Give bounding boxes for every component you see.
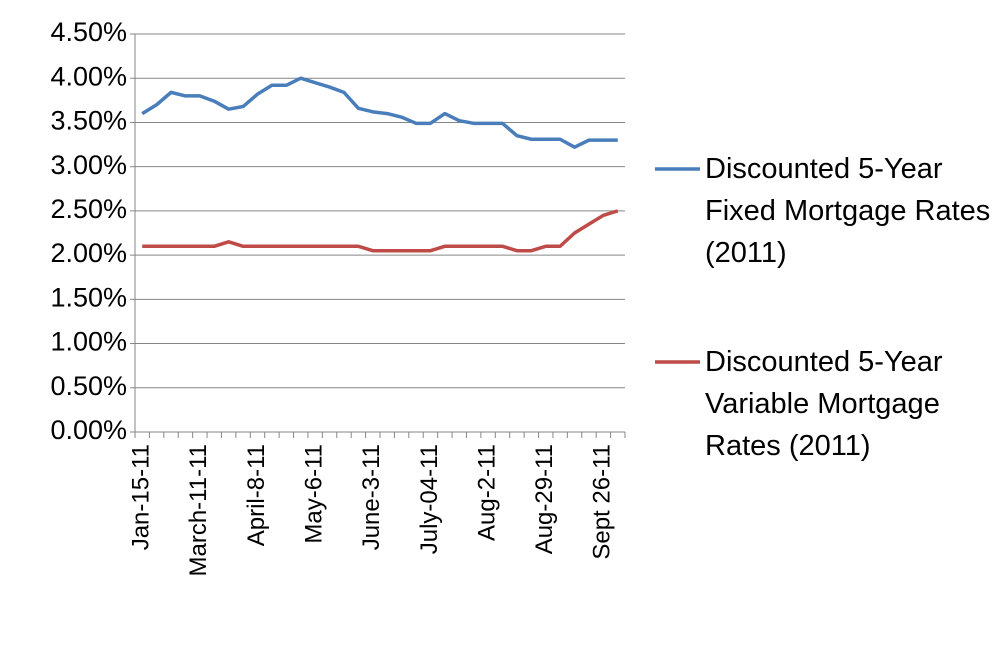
x-tick-label: Aug-29-11	[531, 444, 558, 554]
x-tick-label: March-11-11	[185, 444, 212, 577]
x-tick-label: May-6-11	[300, 444, 327, 544]
y-tick-label: 3.00%	[50, 150, 127, 180]
y-tick-label: 2.00%	[50, 238, 127, 268]
x-tick-label: April-8-11	[243, 444, 270, 546]
y-tick-label: 3.50%	[50, 106, 127, 136]
y-tick-label: 1.50%	[50, 282, 127, 312]
y-tick-label: 4.50%	[50, 17, 127, 47]
legend-label: Discounted 5-Year Fixed Mortgage Rates (…	[705, 153, 991, 269]
x-tick-label: Aug-2-11	[473, 444, 500, 541]
y-tick-label: 0.50%	[50, 371, 127, 401]
x-tick-label: Jan-15-11	[128, 444, 155, 550]
y-tick-label: 2.50%	[50, 194, 127, 224]
series-line	[142, 209, 619, 253]
x-tick-label: June-3-11	[358, 444, 385, 550]
y-tick-label: 0.00%	[50, 415, 127, 445]
x-tick-label: July-04-11	[416, 444, 443, 554]
y-tick-label: 4.00%	[50, 61, 127, 91]
y-tick-label: 1.00%	[50, 327, 127, 357]
legend-label: Discounted 5-Year Variable Mortgage Rate…	[705, 346, 943, 462]
x-tick-label: Sept 26-11	[589, 444, 616, 560]
series-line	[141, 76, 618, 149]
